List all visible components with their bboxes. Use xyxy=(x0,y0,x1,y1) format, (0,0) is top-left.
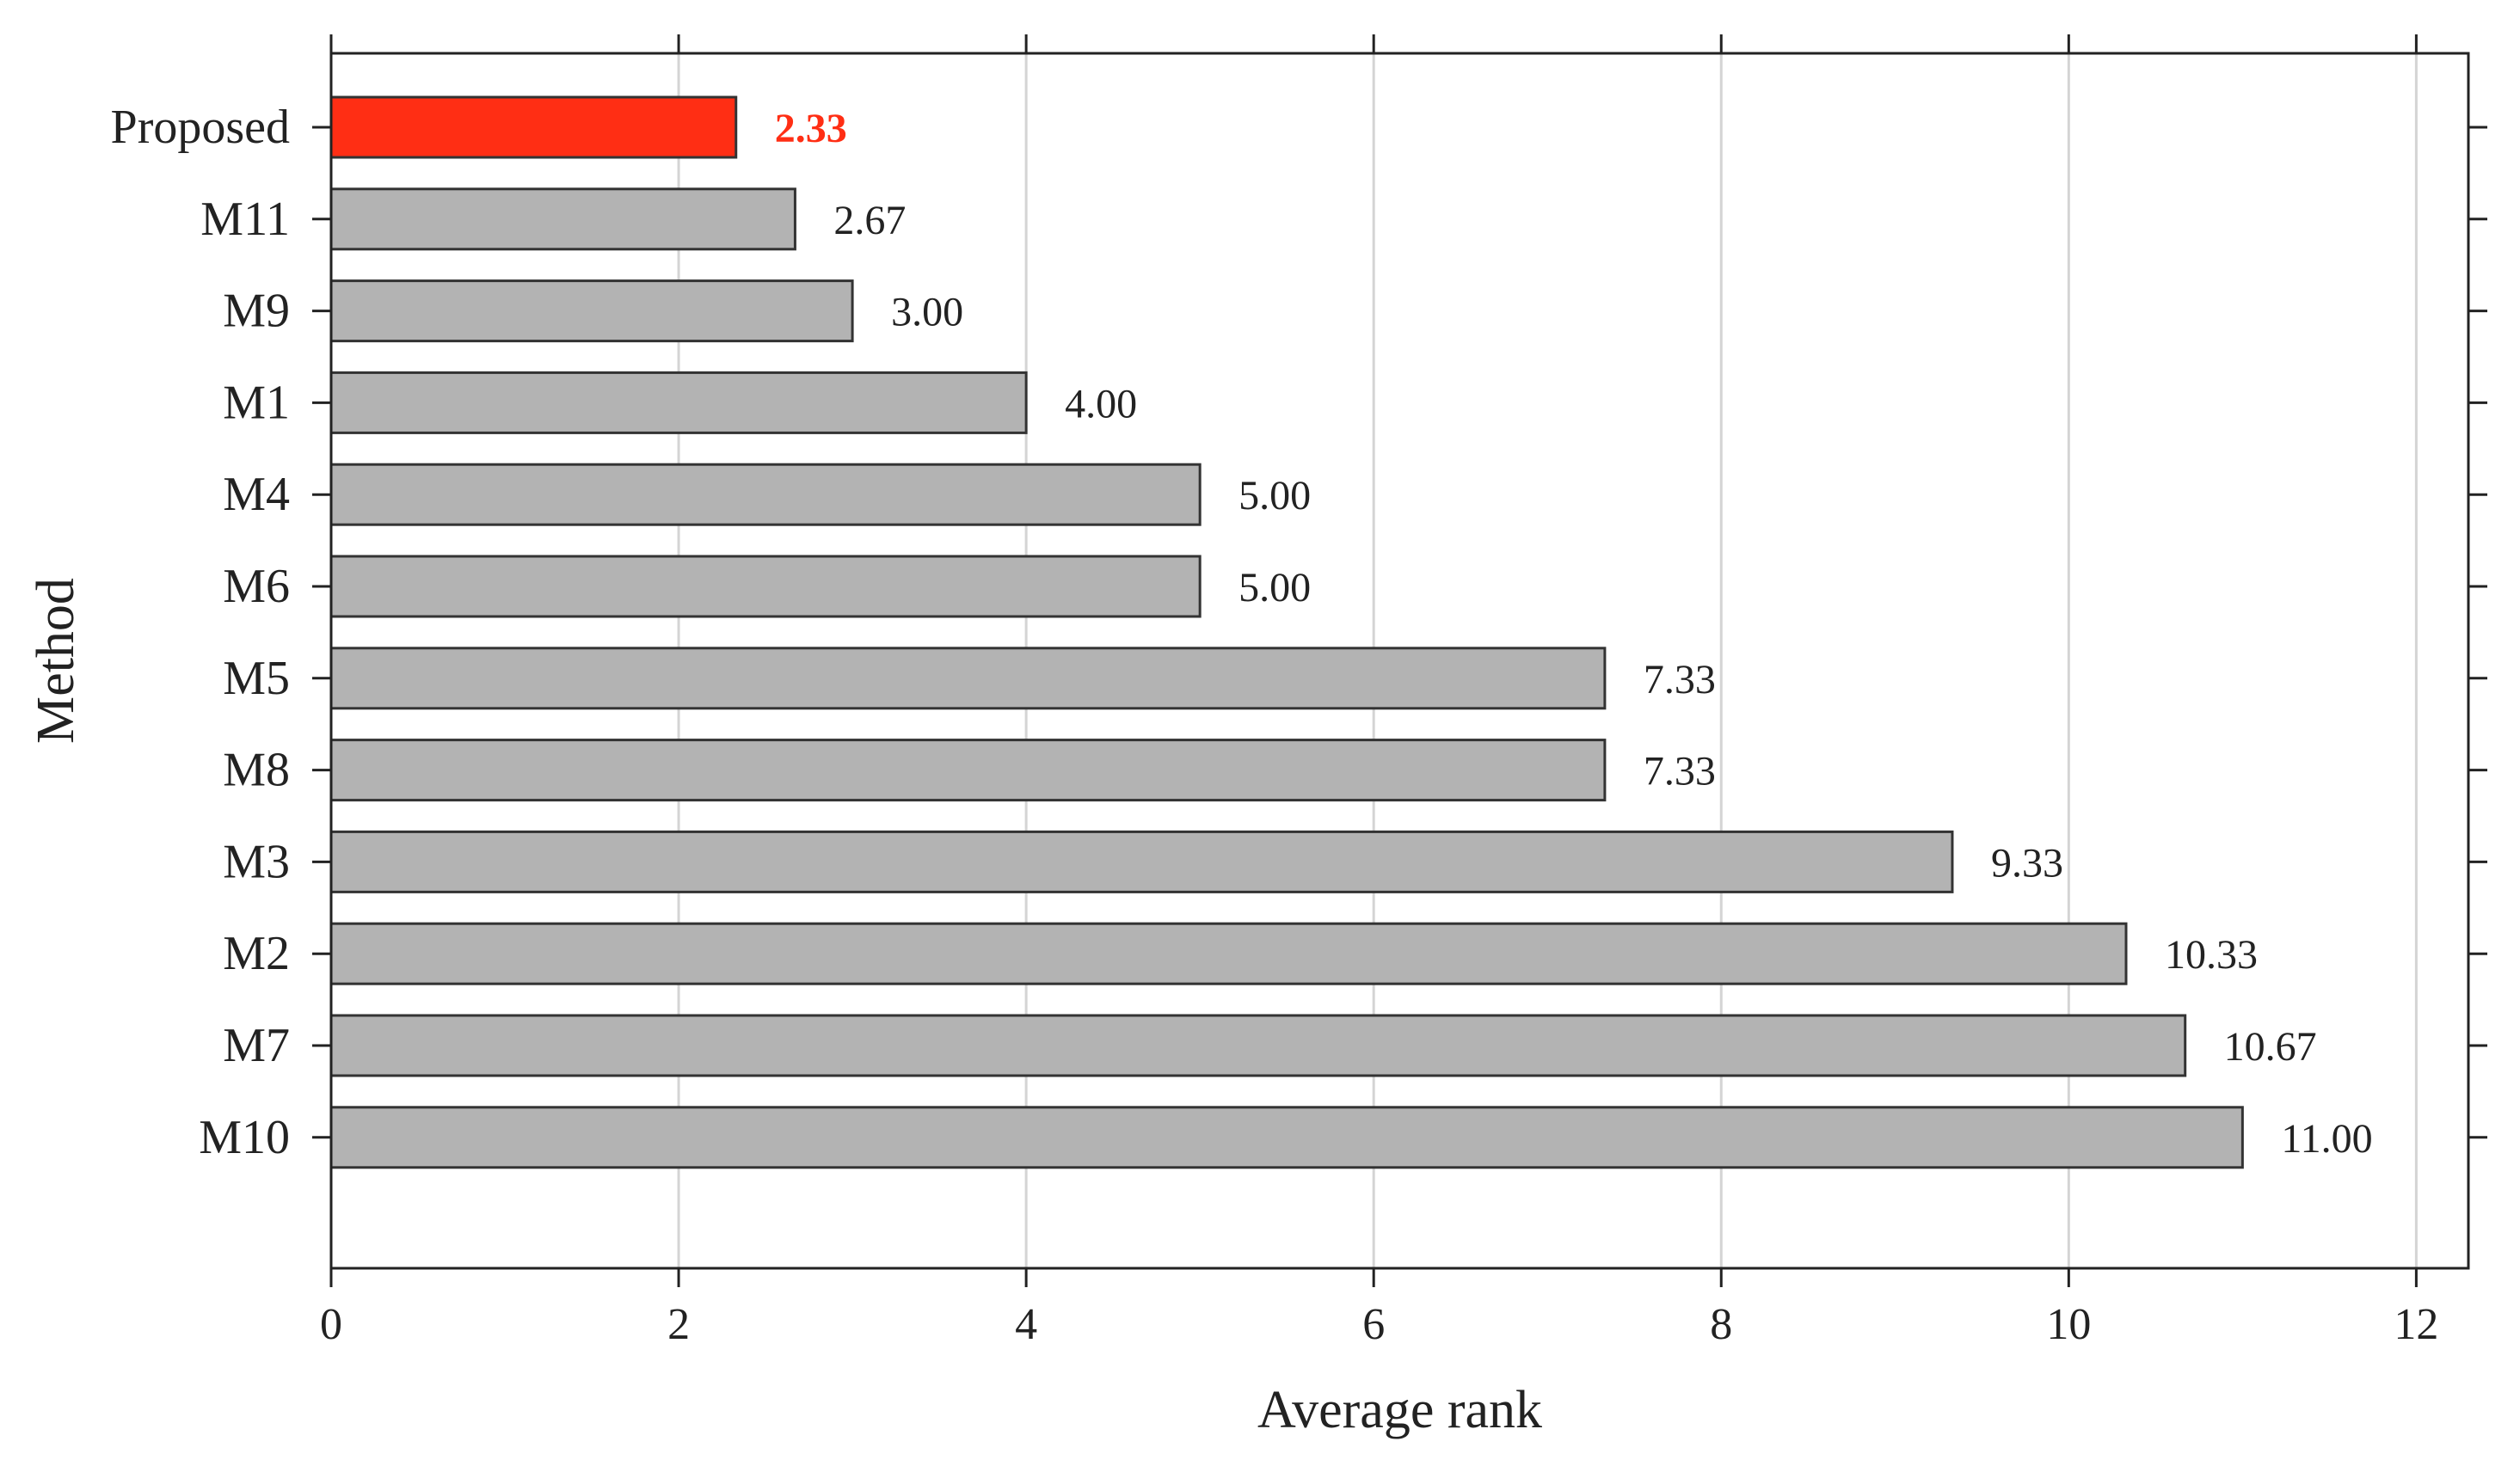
axis-labels: 0 2 4 6 8 10 12 Proposed 2.33 M11 2.67 M9 3.00 M1 4.00… xyxy=(111,101,2439,1349)
bar xyxy=(329,371,1028,434)
data-label: 4.00 xyxy=(1065,381,1137,426)
x-tick-label: 0 xyxy=(320,1300,342,1349)
bar xyxy=(329,279,854,343)
data-label: 2.33 xyxy=(775,106,847,151)
data-label: 10.33 xyxy=(2165,932,2258,978)
y-tick-label: M9 xyxy=(223,285,290,338)
y-axis-title: Method xyxy=(27,578,85,744)
data-label: 2.67 xyxy=(833,198,906,243)
x-tick-label: 12 xyxy=(2394,1300,2438,1349)
y-tick-label: M4 xyxy=(223,468,290,521)
x-axis-title: Average rank xyxy=(1257,1381,1542,1439)
data-label: 3.00 xyxy=(891,290,963,335)
x-tick-label: 6 xyxy=(1362,1300,1385,1349)
y-tick-label: M10 xyxy=(199,1111,290,1164)
bars xyxy=(329,95,2244,1169)
data-label: 7.33 xyxy=(1644,749,1716,794)
bar xyxy=(329,463,1202,526)
bar xyxy=(329,647,1607,710)
y-tick-label: Proposed xyxy=(111,101,290,154)
x-tick-label: 2 xyxy=(667,1300,690,1349)
bar xyxy=(329,1106,2244,1169)
y-tick-label: M1 xyxy=(223,376,290,429)
y-tick-label: M11 xyxy=(200,193,290,246)
y-tick-label: M6 xyxy=(223,560,290,613)
data-label: 10.67 xyxy=(2224,1024,2317,1070)
bar-highlighted xyxy=(329,95,738,159)
data-label: 7.33 xyxy=(1644,657,1716,702)
data-label: 5.00 xyxy=(1238,473,1311,518)
data-label: 5.00 xyxy=(1238,565,1311,610)
bar xyxy=(329,830,1954,893)
bar xyxy=(329,922,2128,985)
bar xyxy=(329,1014,2187,1077)
bar xyxy=(329,187,796,251)
bar xyxy=(329,739,1607,802)
axis-ticks xyxy=(312,34,2487,1287)
y-tick-label: M7 xyxy=(223,1019,290,1072)
data-label: 9.33 xyxy=(1991,840,2063,886)
x-tick-label: 10 xyxy=(2046,1300,2091,1349)
data-label: 11.00 xyxy=(2281,1116,2372,1162)
y-tick-label: M8 xyxy=(223,744,290,797)
x-tick-label: 8 xyxy=(1710,1300,1732,1349)
bar xyxy=(329,555,1202,618)
x-tick-label: 4 xyxy=(1015,1300,1037,1349)
y-tick-label: M2 xyxy=(223,927,290,980)
y-tick-label: M3 xyxy=(223,835,290,888)
y-tick-label: M5 xyxy=(223,652,290,705)
plot-frame xyxy=(329,52,2470,1270)
